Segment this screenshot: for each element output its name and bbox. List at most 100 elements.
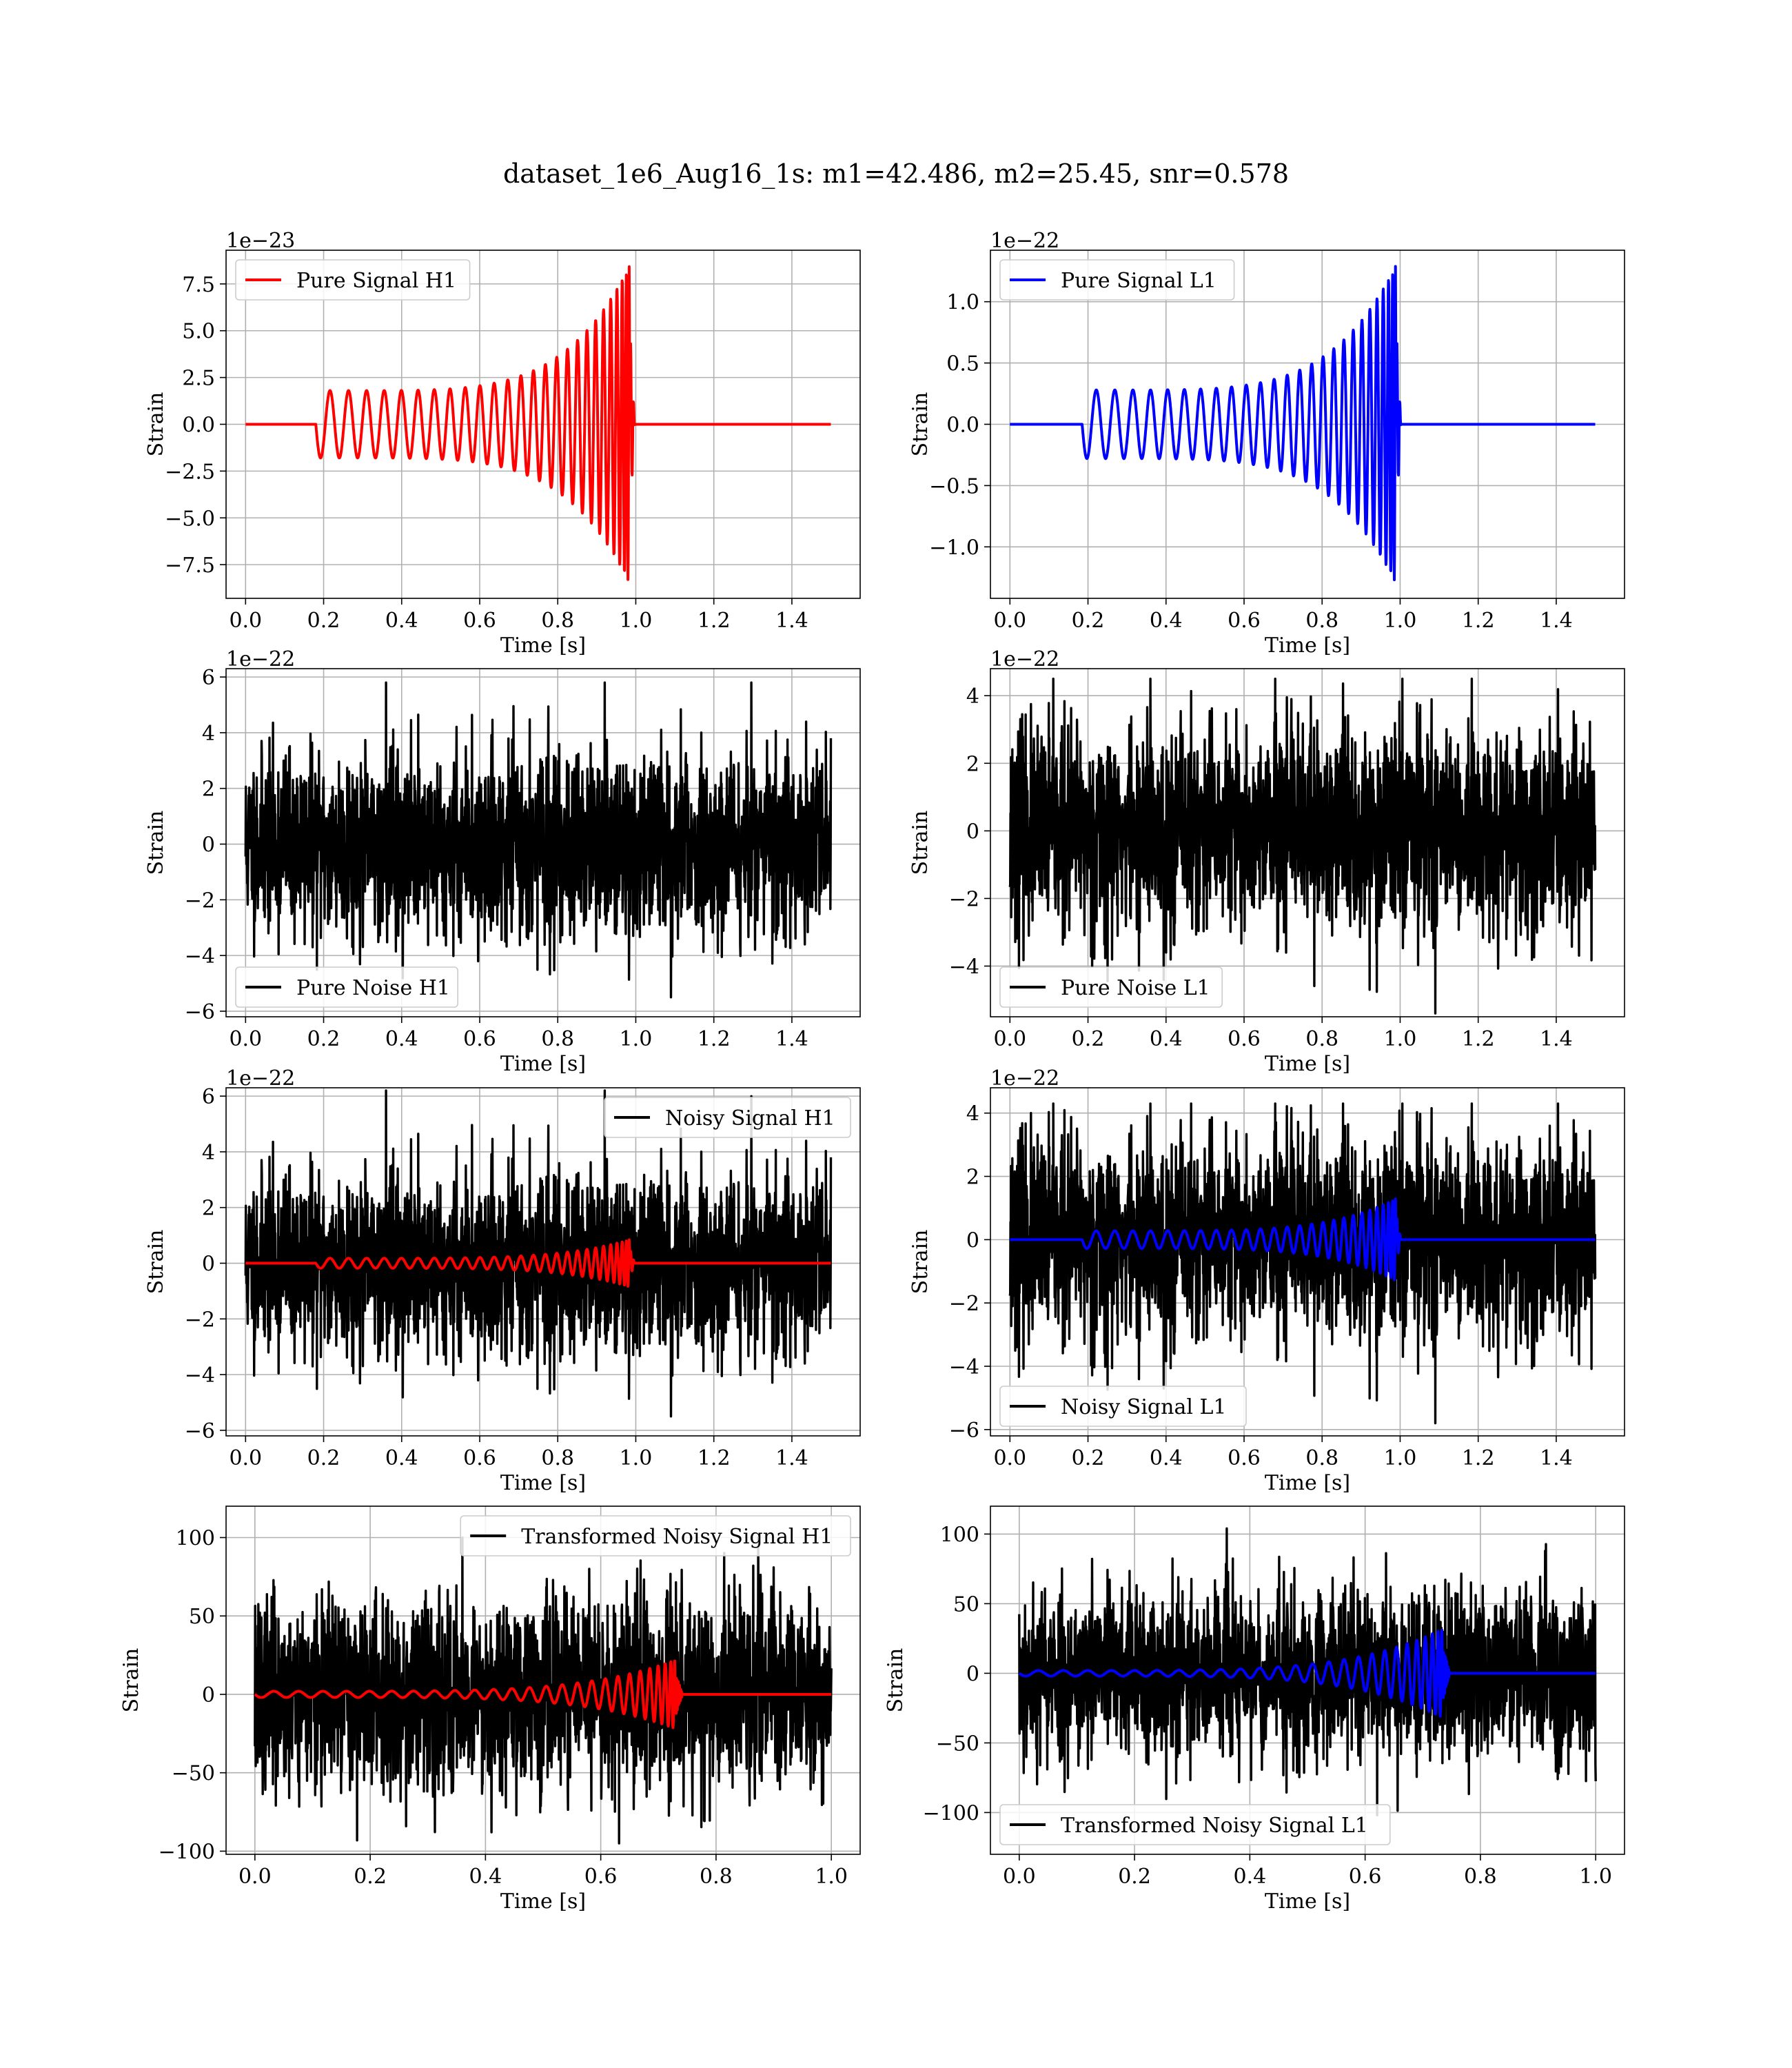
y-tick-label: −6 xyxy=(949,1419,979,1443)
x-tick-label: 0.4 xyxy=(385,1446,418,1470)
x-tick-label: 0.6 xyxy=(1228,609,1261,633)
x-tick-label: 0.4 xyxy=(469,1865,502,1889)
x-tick-label: 1.0 xyxy=(620,1027,653,1051)
x-tick-label: 0.6 xyxy=(463,1027,496,1051)
y-tick-label: 2 xyxy=(202,1197,215,1221)
x-tick-label: 1.4 xyxy=(1540,1446,1573,1470)
y-tick-label: −6 xyxy=(185,1000,215,1024)
y-tick-label: −7.5 xyxy=(165,554,215,578)
x-tick-label: 1.4 xyxy=(775,1446,808,1470)
x-tick-label: 0.2 xyxy=(307,609,340,633)
y-tick-label: −2 xyxy=(185,1308,215,1332)
y-tick-label: 0 xyxy=(966,1662,979,1686)
x-tick-label: 1.0 xyxy=(1384,1027,1417,1051)
x-tick-label: 0.8 xyxy=(541,609,574,633)
panel-4: 0.0 0.2 0.4 0.6 0.8 1.0 1.2 1.4 −4 −2 0 2 4 Time [s] S… xyxy=(908,647,1625,1076)
series-line-1 xyxy=(244,265,833,581)
y-tick-label: −2 xyxy=(949,1292,979,1316)
y-tick-label: 0 xyxy=(202,1683,215,1707)
x-axis-label: Time [s] xyxy=(500,1889,586,1914)
x-tick-label: 0.4 xyxy=(385,609,418,633)
offset-text: 1e−22 xyxy=(226,1066,295,1091)
y-tick-label: 6 xyxy=(202,666,215,690)
series-line-2 xyxy=(1018,1628,1597,1718)
x-tick-label: 0.8 xyxy=(541,1446,574,1470)
y-tick-label: 2 xyxy=(966,1166,979,1190)
legend-label: Noisy Signal H1 xyxy=(665,1106,835,1131)
legend-box xyxy=(999,1804,1391,1845)
y-axis-label: Strain xyxy=(144,811,168,875)
y-tick-label: −1.0 xyxy=(929,536,979,560)
legend-label: Noisy Signal L1 xyxy=(1061,1395,1226,1419)
y-tick-label: −0.5 xyxy=(929,474,979,498)
x-tick-label: 1.4 xyxy=(1540,1027,1573,1051)
x-tick-label: 0.6 xyxy=(1228,1027,1261,1051)
x-axis-label: Time [s] xyxy=(500,1052,586,1076)
y-tick-label: −2 xyxy=(949,887,979,911)
legend: Pure Noise L1 xyxy=(999,966,1223,1008)
panel-8: 0.0 0.2 0.4 0.6 0.8 1.0 −100 −50 0 50 100 Time [s] S… xyxy=(884,1506,1625,1914)
y-tick-label: 0.5 xyxy=(946,352,979,376)
x-tick-label: 1.2 xyxy=(1462,609,1495,633)
plot-area xyxy=(1008,678,1597,1015)
y-tick-label: −2 xyxy=(185,889,215,913)
series-line-2 xyxy=(244,1238,833,1288)
x-axis-label: Time [s] xyxy=(1265,1052,1350,1076)
x-tick-label: 0.2 xyxy=(1072,609,1105,633)
y-tick-label: 6 xyxy=(202,1085,215,1109)
x-tick-label: 0.0 xyxy=(229,1446,262,1470)
y-tick-label: 0 xyxy=(966,820,979,844)
x-axis-label: Time [s] xyxy=(500,633,586,658)
legend-label: Pure Signal L1 xyxy=(1061,269,1216,293)
panel-7: 0.0 0.2 0.4 0.6 0.8 1.0 −100 −50 0 50 100 Time [s] S… xyxy=(119,1506,861,1914)
x-tick-label: 1.4 xyxy=(775,1027,808,1051)
series-line-1 xyxy=(244,681,833,999)
y-tick-label: 2 xyxy=(202,778,215,802)
offset-text: 1e−22 xyxy=(990,1066,1059,1091)
y-tick-label: −50 xyxy=(172,1762,215,1786)
y-tick-label: 0 xyxy=(202,1253,215,1277)
x-tick-label: 0.2 xyxy=(1072,1027,1105,1051)
x-tick-label: 0.4 xyxy=(1150,609,1183,633)
x-tick-label: 0.0 xyxy=(993,609,1026,633)
axes-frame xyxy=(990,668,1625,1017)
offset-text: 1e−22 xyxy=(990,229,1059,253)
x-tick-label: 0.0 xyxy=(238,1865,272,1889)
y-tick-label: −50 xyxy=(936,1732,979,1756)
x-tick-label: 1.2 xyxy=(698,609,731,633)
x-tick-label: 0.2 xyxy=(354,1865,387,1889)
legend-box xyxy=(999,966,1223,1008)
y-tick-label: 4 xyxy=(966,1102,979,1126)
y-tick-label: 0 xyxy=(966,1228,979,1253)
x-tick-label: 0.8 xyxy=(1305,609,1338,633)
axes-frame xyxy=(990,1087,1625,1437)
y-tick-label: −4 xyxy=(949,955,979,979)
y-tick-label: −100 xyxy=(923,1801,979,1825)
plot-area xyxy=(1008,265,1597,582)
x-tick-label: 0.2 xyxy=(307,1027,340,1051)
offset-text: 1e−23 xyxy=(226,229,295,253)
y-tick-label: 100 xyxy=(940,1523,979,1547)
y-axis-label: Strain xyxy=(908,1230,933,1295)
y-tick-label: 0.0 xyxy=(182,414,215,438)
axes-frame xyxy=(225,668,861,1017)
y-tick-label: 4 xyxy=(966,685,979,709)
x-tick-label: 1.0 xyxy=(620,609,653,633)
y-tick-label: 0.0 xyxy=(946,414,979,438)
axes-frame xyxy=(225,1506,861,1855)
figure-title: dataset_1e6_Aug16_1s: m1=42.486, m2=25.4… xyxy=(503,159,1289,190)
x-tick-label: 1.0 xyxy=(1384,609,1417,633)
legend-box xyxy=(999,1386,1247,1427)
y-tick-label: 1.0 xyxy=(946,291,979,315)
series-line-2 xyxy=(254,1659,833,1730)
y-tick-label: 4 xyxy=(202,722,215,746)
x-tick-label: 0.2 xyxy=(307,1446,340,1470)
plot-area xyxy=(244,265,833,581)
axes-frame xyxy=(990,1506,1625,1855)
y-tick-label: 2 xyxy=(966,752,979,776)
legend: Noisy Signal H1 xyxy=(604,1097,851,1138)
y-axis-label: Strain xyxy=(908,811,933,875)
x-tick-label: 0.8 xyxy=(1464,1865,1497,1889)
